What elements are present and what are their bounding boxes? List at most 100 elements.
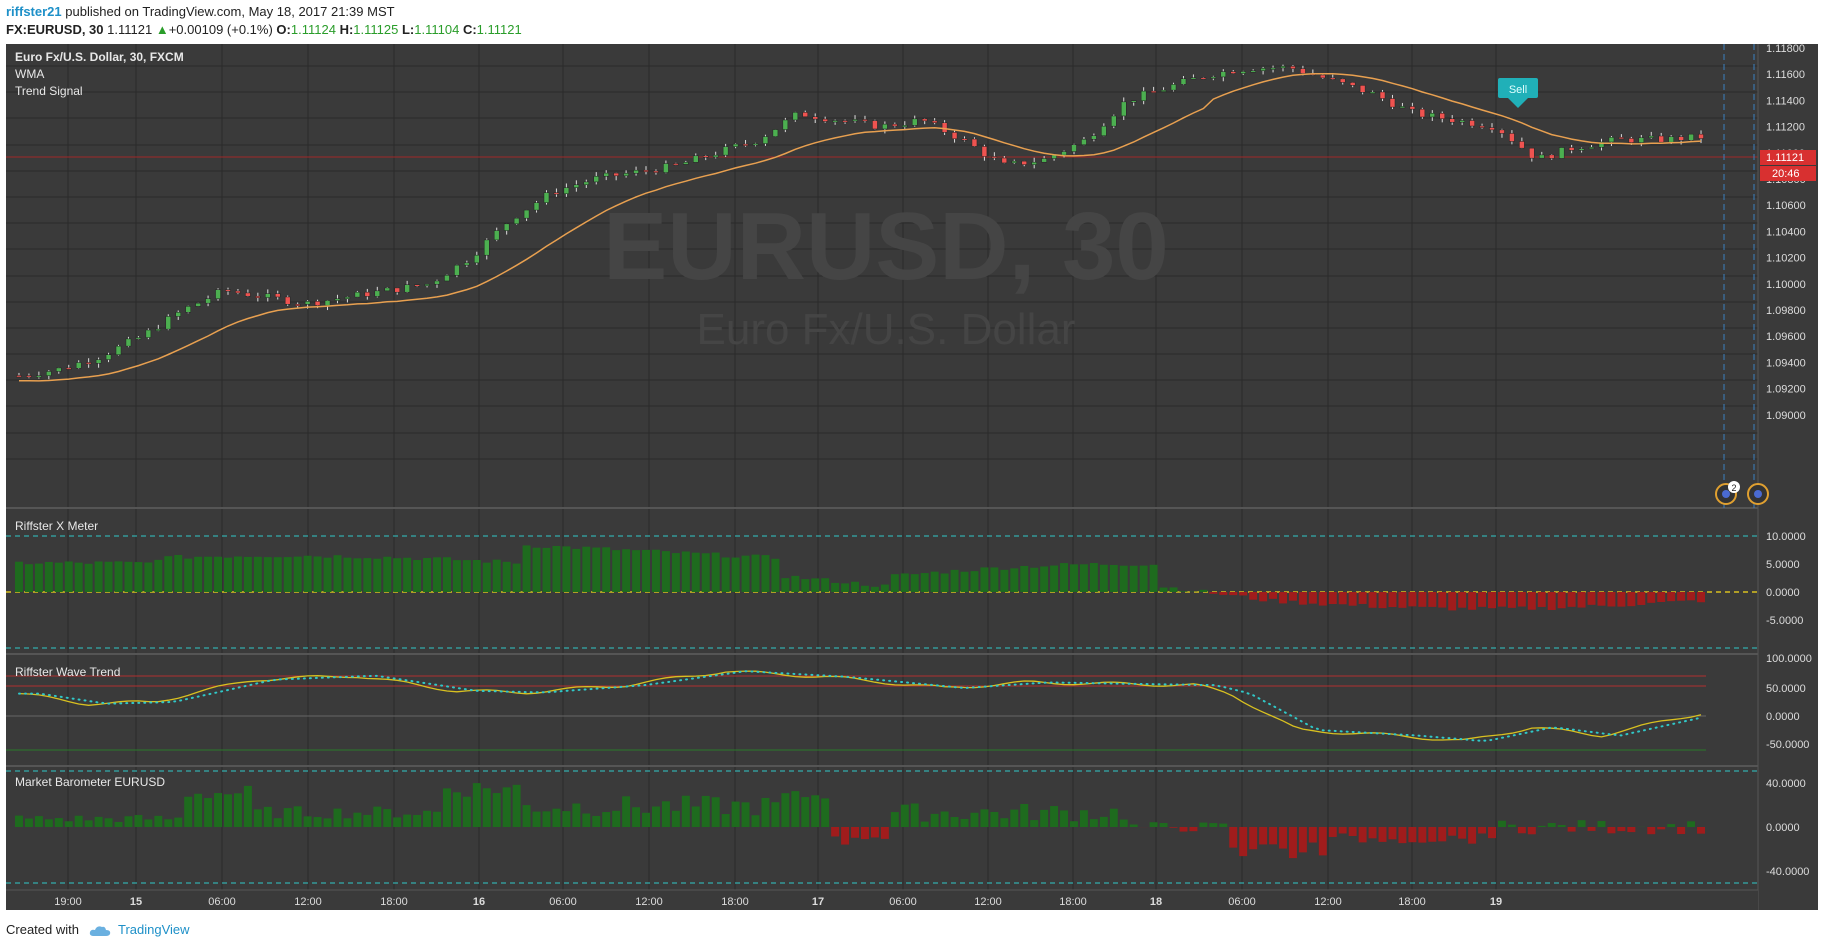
price-axis[interactable] xyxy=(1758,44,1818,910)
xmeter-bar xyxy=(811,578,820,592)
xmeter-bar xyxy=(1507,592,1516,608)
barometer-bar xyxy=(174,817,183,827)
xmeter-bar xyxy=(1488,592,1496,609)
xmeter-bar xyxy=(124,561,133,592)
chart-area[interactable]: EURUSD, 30 Euro Fx/U.S. Dollar Sell xyxy=(6,43,1818,910)
barometer-bar xyxy=(970,812,979,827)
xmeter-bar xyxy=(751,554,760,592)
xmeter-bar xyxy=(1109,564,1118,592)
candle-body xyxy=(105,354,112,360)
trend-signal-study-label[interactable]: Trend Signal xyxy=(15,84,83,98)
candle-body xyxy=(364,291,371,297)
xmeter-bar xyxy=(144,562,153,592)
barometer-bar xyxy=(413,814,422,827)
barometer-bar xyxy=(1647,827,1656,835)
xmeter-bar xyxy=(442,557,451,592)
xmeter-bar xyxy=(1667,592,1676,602)
barometer-bar xyxy=(711,797,720,827)
candle-body xyxy=(1061,151,1067,156)
barometer-bar xyxy=(1298,827,1307,853)
candle-body xyxy=(1399,106,1406,109)
candle-body xyxy=(275,293,281,298)
xmeter-bar xyxy=(1497,592,1506,607)
candle-body xyxy=(1459,120,1465,123)
tradingview-link[interactable]: TradingView xyxy=(118,922,190,937)
countdown-text: 20:46 xyxy=(1772,168,1800,180)
candle-body xyxy=(902,125,908,128)
xmeter-bar xyxy=(184,558,193,592)
xmeter-title[interactable]: Riffster X Meter xyxy=(15,519,98,533)
time-axis[interactable] xyxy=(6,890,1758,910)
barometer-bar xyxy=(612,810,621,827)
candle-body xyxy=(1469,120,1475,127)
candle-body xyxy=(1041,158,1047,163)
candle-body xyxy=(334,298,341,301)
candle-body xyxy=(1638,137,1645,143)
barometer-bar xyxy=(1308,827,1317,843)
xmeter-bar xyxy=(592,547,601,592)
candle-body xyxy=(1081,138,1087,145)
event-icon[interactable]: 2 xyxy=(1715,481,1740,505)
barometer-bar xyxy=(1418,827,1427,843)
barometer-bar xyxy=(373,806,382,827)
xmeter-bar xyxy=(622,549,631,592)
price-tick-label: 1.09800 xyxy=(1766,305,1806,317)
high-value: 1.11125 xyxy=(353,22,399,37)
time-tick-label: 19 xyxy=(1490,896,1502,908)
candle-body xyxy=(742,143,749,146)
candle-body xyxy=(1568,147,1575,151)
candle-body xyxy=(1668,136,1674,143)
barometer-bar xyxy=(1249,827,1258,850)
candle-body xyxy=(961,138,968,141)
candle-body xyxy=(1489,127,1495,131)
barometer-bar xyxy=(1099,816,1108,827)
barometer-bar xyxy=(154,815,163,827)
xmeter-bar xyxy=(1657,592,1666,602)
barometer-bar xyxy=(1338,827,1347,834)
chart-svg[interactable]: EURUSD, 30 Euro Fx/U.S. Dollar Sell xyxy=(6,43,1818,910)
candle-body xyxy=(981,146,988,157)
xmeter-bar xyxy=(1527,592,1536,610)
tradingview-cloud-icon xyxy=(89,925,110,936)
price-tick-label: 1.11400 xyxy=(1766,95,1805,107)
barometer-bar xyxy=(542,811,551,827)
symbol-label: FX:EURUSD, 30 xyxy=(6,22,104,37)
barometer-bar xyxy=(1557,825,1566,827)
publisher-link[interactable]: riffster21 xyxy=(6,4,62,19)
time-tick-label: 12:00 xyxy=(974,896,1002,908)
xmeter-bar xyxy=(1587,592,1596,605)
xmeter-bar xyxy=(741,555,750,592)
xmeter-bar xyxy=(1249,592,1258,600)
barometer-title[interactable]: Market Barometer EURUSD xyxy=(15,775,165,789)
barometer-bar xyxy=(1000,818,1009,827)
candle-body xyxy=(1170,84,1177,91)
barometer-bar xyxy=(1020,804,1029,827)
barometer-bar xyxy=(1478,827,1487,834)
sell-signal[interactable]: Sell xyxy=(1498,78,1538,108)
xmeter-bar xyxy=(632,550,641,592)
barometer-bar xyxy=(1448,827,1457,836)
wave-title[interactable]: Riffster Wave Trend xyxy=(15,665,120,679)
barometer-bar xyxy=(661,801,670,827)
barometer-bar xyxy=(452,792,461,827)
xmeter-bar xyxy=(1458,592,1467,608)
barometer-bar xyxy=(1657,827,1666,830)
candle-body xyxy=(1121,101,1127,117)
time-tick-label: 12:00 xyxy=(1314,896,1342,908)
barometer-bar xyxy=(1617,827,1626,832)
barometer-bar xyxy=(1517,827,1526,834)
xmeter-bar xyxy=(243,556,252,592)
candle-body xyxy=(474,254,480,264)
event-icon-2[interactable] xyxy=(1747,483,1769,505)
xmeter-bar xyxy=(293,556,302,592)
baro-tick-label: 0.0000 xyxy=(1766,822,1800,834)
xmeter-bar xyxy=(612,550,621,592)
candle-body xyxy=(464,262,470,266)
candle-body xyxy=(991,156,998,159)
barometer-bar xyxy=(1269,827,1278,845)
candle-body xyxy=(812,116,818,120)
wma-study-label[interactable]: WMA xyxy=(15,67,44,81)
barometer-bar xyxy=(701,795,710,827)
barometer-bar xyxy=(1060,810,1069,827)
candle-body xyxy=(1190,77,1197,80)
